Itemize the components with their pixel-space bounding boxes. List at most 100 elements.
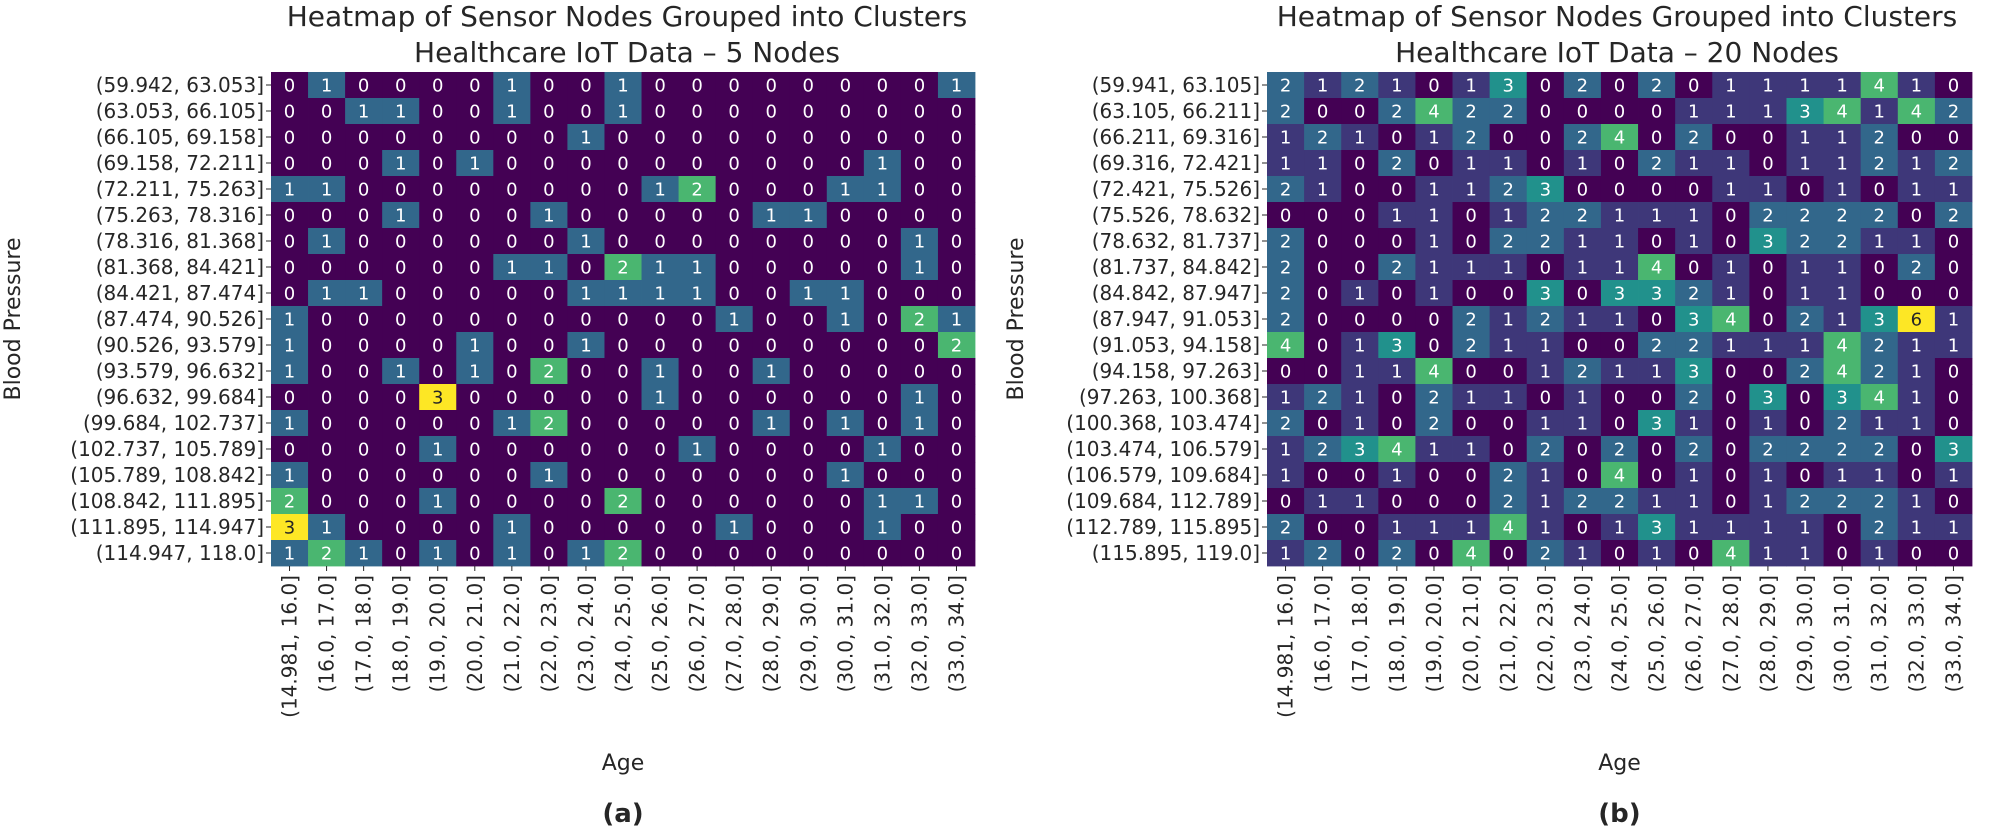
cell-value-label: 0 <box>358 466 369 487</box>
cell-value-label: 1 <box>580 128 591 149</box>
cell-value-label: 0 <box>691 76 702 97</box>
heatmap-cell <box>1304 462 1342 489</box>
cell-value-label: 1 <box>1688 154 1699 175</box>
heatmap-cell <box>678 280 717 307</box>
heatmap-cell <box>1489 384 1528 411</box>
cell-value-label: 0 <box>1948 76 1959 97</box>
heatmap-cell <box>493 202 531 229</box>
cell-value-label: 0 <box>358 362 369 383</box>
cell-value-label: 0 <box>1540 128 1551 149</box>
heatmap-cell <box>937 540 976 567</box>
cell-value-label: 0 <box>358 154 369 175</box>
cell-value-label: 1 <box>1874 414 1885 435</box>
heatmap-cell <box>715 488 754 515</box>
cell-value-label: 0 <box>580 492 591 513</box>
heatmap-cell <box>1600 150 1639 177</box>
heatmap-cell <box>1786 98 1824 125</box>
cell-value-label: 0 <box>1836 518 1847 539</box>
heatmap-cell <box>937 72 976 99</box>
cell-value-label: 0 <box>951 102 962 123</box>
x-tick-label: (26.0, 27.0] <box>1682 575 1706 692</box>
cell-value-label: 0 <box>840 102 851 123</box>
cell-value-label: 0 <box>1725 128 1736 149</box>
heatmap-cell <box>1452 514 1491 541</box>
heatmap-cell <box>1675 176 1713 203</box>
heatmap-cell <box>752 358 791 385</box>
heatmap-cell <box>493 150 531 177</box>
cell-value-label: 0 <box>840 388 851 409</box>
cell-value-label: 1 <box>1911 414 1922 435</box>
heatmap-cell <box>900 306 939 333</box>
cell-value-label: 0 <box>840 544 851 565</box>
cell-value-label: 1 <box>1614 232 1625 253</box>
cell-value-label: 2 <box>1540 440 1551 461</box>
cell-value-label: 0 <box>654 310 665 331</box>
heatmap-cell <box>641 72 679 99</box>
heatmap-cell <box>1378 514 1416 541</box>
cell-value-label: 0 <box>728 128 739 149</box>
cell-value-label: 2 <box>1540 232 1551 253</box>
cell-value-label: 0 <box>1391 492 1402 513</box>
cell-value-label: 1 <box>877 180 888 201</box>
heatmap-cell <box>1415 280 1453 307</box>
cell-value-label: 1 <box>1911 154 1922 175</box>
heatmap-cell <box>863 98 902 125</box>
heatmap-cell <box>1675 540 1713 567</box>
heatmap-cell <box>1304 176 1342 203</box>
heatmap-cell <box>1712 306 1750 333</box>
heatmap-cell <box>1563 202 1602 229</box>
heatmap-cell <box>1304 254 1342 281</box>
heatmap-cell <box>641 332 679 359</box>
cell-value-label: 0 <box>395 284 406 305</box>
heatmap-cell <box>715 202 754 229</box>
heatmap-cell <box>752 124 791 151</box>
heatmap-cell <box>530 202 568 229</box>
cell-value-label: 2 <box>543 362 554 383</box>
cell-value-label: 0 <box>1725 232 1736 253</box>
cell-value-label: 1 <box>840 180 851 201</box>
x-tick-label: (17.0, 18.0] <box>352 575 376 692</box>
heatmap-cell <box>1638 202 1676 229</box>
cell-value-label: 2 <box>1354 76 1365 97</box>
heatmap-cell <box>1341 124 1379 151</box>
x-tick-label: (19.0, 20.0] <box>426 575 450 692</box>
cell-value-label: 0 <box>765 258 776 279</box>
cell-value-label: 2 <box>321 544 332 565</box>
cell-value-label: 1 <box>395 102 406 123</box>
cell-value-label: 0 <box>1948 388 1959 409</box>
heatmap-cell <box>826 488 865 515</box>
heatmap-cell <box>937 228 976 255</box>
heatmap-cell <box>752 176 791 203</box>
heatmap-cell <box>530 98 568 125</box>
cell-value-label: 1 <box>1391 76 1402 97</box>
heatmap-cell <box>1712 228 1750 255</box>
cell-value-label: 0 <box>395 258 406 279</box>
cell-value-label: 0 <box>877 544 888 565</box>
cell-value-label: 3 <box>1540 284 1551 305</box>
heatmap-cell <box>1823 98 1862 125</box>
cell-value-label: 1 <box>1836 180 1847 201</box>
cell-value-label: 1 <box>432 440 443 461</box>
cell-value-label: 0 <box>765 544 776 565</box>
heatmap-cell <box>271 98 309 125</box>
cell-value-label: 0 <box>1911 128 1922 149</box>
heatmap-cell <box>1452 410 1491 437</box>
heatmap-cell <box>1860 436 1899 463</box>
cell-value-label: 0 <box>914 284 925 305</box>
cell-value-label: 0 <box>1911 284 1922 305</box>
cell-value-label: 0 <box>951 388 962 409</box>
y-tick-label: (75.526, 78.632] <box>1092 203 1260 227</box>
cell-value-label: 1 <box>1799 128 1810 149</box>
heatmap-cell <box>1823 514 1862 541</box>
cell-value-label: 0 <box>1502 284 1513 305</box>
heatmap-cell <box>493 462 531 489</box>
cell-value-label: 0 <box>951 232 962 253</box>
heatmap-cell <box>1638 124 1676 151</box>
heatmap-cell <box>308 332 346 359</box>
heatmap-cell <box>1749 254 1787 281</box>
cell-value-label: 0 <box>1540 258 1551 279</box>
x-tick-label: (22.0, 23.0] <box>1533 575 1557 692</box>
heatmap-cell <box>1304 488 1342 515</box>
cell-value-label: 2 <box>1874 154 1885 175</box>
cell-value-label: 0 <box>1428 466 1439 487</box>
